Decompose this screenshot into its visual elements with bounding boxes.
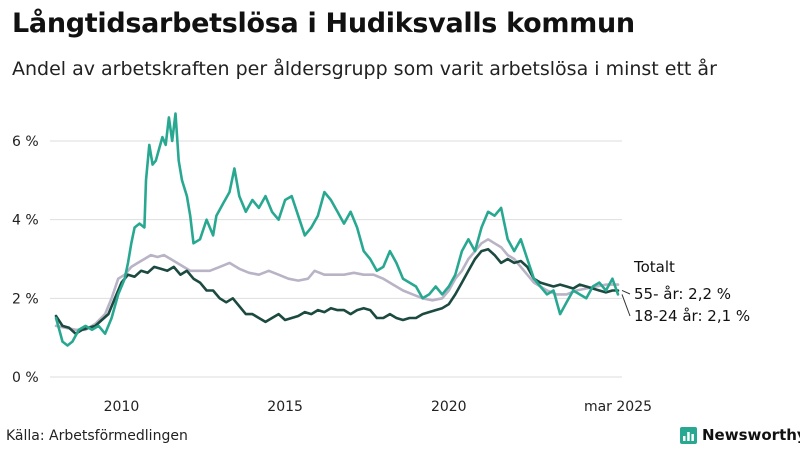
y-tick-label: 4 % — [12, 213, 39, 229]
brand-name: Newsworthy — [702, 426, 800, 444]
end-labels: Totalt 55- år: 2,2 % 18-24 år: 2,1 % — [621, 258, 750, 325]
x-tick-label: 2010 — [104, 399, 140, 415]
end-label-leader — [621, 290, 631, 295]
chart-subtitle: Andel av arbetskraften per åldersgrupp s… — [12, 58, 717, 80]
x-tick-label: mar 2025 — [584, 399, 652, 415]
end-label-leader — [621, 294, 631, 317]
y-tick-label: 2 % — [12, 291, 39, 307]
x-tick-label: 2015 — [267, 399, 303, 415]
end-label: 18-24 år: 2,1 % — [634, 307, 750, 325]
series-line-0 — [54, 238, 620, 332]
source-note: Källa: Arbetsförmedlingen — [6, 428, 188, 444]
y-tick-label: 6 % — [12, 134, 39, 150]
end-label: 55- år: 2,2 % — [634, 285, 731, 303]
bar-chart-icon — [680, 426, 697, 444]
x-tick-label: 2020 — [431, 399, 467, 415]
series-lines — [54, 112, 620, 347]
grid-lines — [50, 140, 622, 378]
x-tick-labels: 2010 2015 2020 mar 2025 — [104, 399, 652, 415]
y-tick-labels: 0 % 2 % 4 % 6 % — [12, 134, 39, 386]
chart-title: Långtidsarbetslösa i Hudiksvalls kommun — [12, 8, 635, 39]
end-label: Totalt — [633, 258, 675, 276]
y-tick-label: 0 % — [12, 370, 39, 386]
series-line-1 — [54, 247, 620, 335]
series-line-2 — [54, 112, 620, 347]
newsworthy-logo: Newsworthy — [680, 426, 800, 444]
